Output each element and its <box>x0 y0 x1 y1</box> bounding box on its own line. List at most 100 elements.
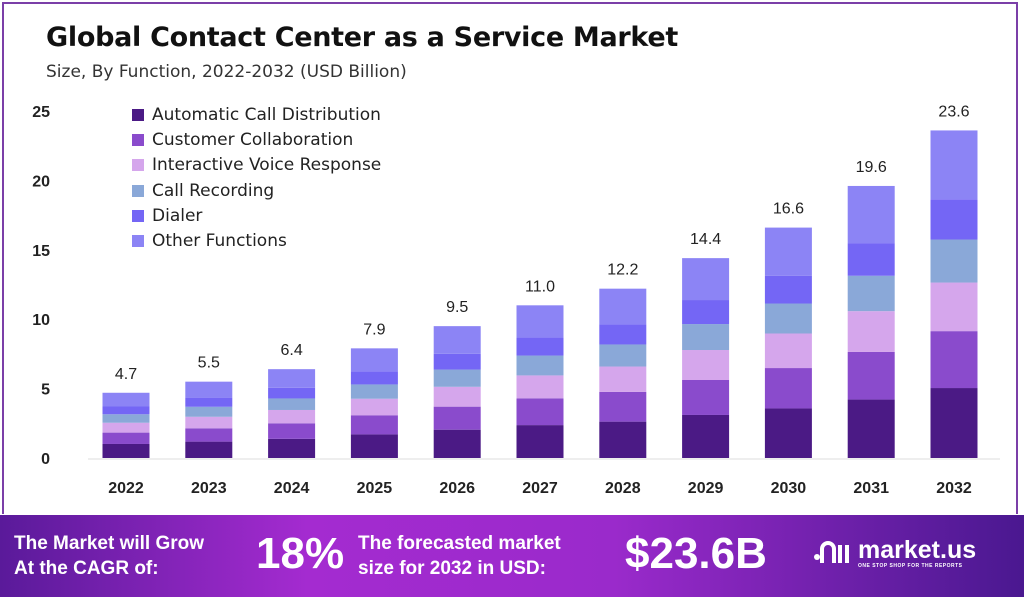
total-data-label: 5.5 <box>198 355 220 372</box>
x-tick-label: 2023 <box>191 480 227 497</box>
total-data-label: 19.6 <box>856 159 887 176</box>
y-tick-label: 10 <box>32 312 50 329</box>
bar-segment-dialer <box>268 387 316 399</box>
total-data-label: 4.7 <box>115 366 137 383</box>
y-tick-label: 0 <box>41 451 50 468</box>
x-tick-label: 2026 <box>439 480 475 497</box>
bar-segment-other-functions <box>599 288 647 325</box>
bar-segment-automatic-call-distribution <box>599 421 647 458</box>
bar-segment-automatic-call-distribution <box>350 434 398 458</box>
y-tick-label: 15 <box>32 243 50 260</box>
legend-item: Interactive Voice Response <box>132 153 381 178</box>
x-tick-label: 2022 <box>108 480 144 497</box>
legend-label: Call Recording <box>152 180 275 201</box>
legend-label: Other Functions <box>152 231 287 252</box>
forecast-value: $23.6B <box>625 529 767 578</box>
bar-segment-call-recording <box>516 355 564 376</box>
total-data-label: 16.6 <box>773 201 804 218</box>
legend-swatch <box>132 235 144 248</box>
x-tick-label: 2030 <box>771 480 807 497</box>
bar-segment-interactive-voice-response <box>433 386 481 407</box>
bar-segment-dialer <box>930 199 978 240</box>
legend-swatch <box>132 184 144 197</box>
bar-segment-call-recording <box>930 239 978 283</box>
bar-segment-call-recording <box>102 414 150 423</box>
bar-segment-dialer <box>682 300 730 325</box>
bar-segment-customer-collaboration <box>350 415 398 435</box>
bar-segment-call-recording <box>599 344 647 367</box>
cagr-text-line2: At the CAGR of: <box>14 558 159 579</box>
bar-segment-automatic-call-distribution <box>764 408 812 458</box>
x-tick-label: 2032 <box>936 480 972 497</box>
y-tick-label: 25 <box>32 104 50 121</box>
x-tick-label: 2029 <box>688 480 724 497</box>
legend: Automatic Call Distribution Customer Coll… <box>132 102 381 254</box>
bar-segment-customer-collaboration <box>764 368 812 409</box>
cagr-text-line1: The Market will Grow <box>14 533 205 554</box>
total-data-label: 7.9 <box>363 321 385 338</box>
bar-segment-dialer <box>599 324 647 345</box>
bar-segment-customer-collaboration <box>930 331 978 389</box>
legend-item: Other Functions <box>132 228 381 253</box>
chart-subtitle: Size, By Function, 2022-2032 (USD Billio… <box>46 62 407 82</box>
cagr-value: 18% <box>256 529 345 578</box>
bar-segment-customer-collaboration <box>516 398 564 426</box>
bar-segment-call-recording <box>764 303 812 334</box>
bar-segment-interactive-voice-response <box>930 282 978 332</box>
bar-segment-other-functions <box>185 381 233 398</box>
bar-segment-interactive-voice-response <box>516 375 564 399</box>
total-data-label: 23.6 <box>938 103 969 120</box>
total-data-label: 6.4 <box>280 342 302 359</box>
x-tick-label: 2025 <box>357 480 393 497</box>
legend-label: Customer Collaboration <box>152 129 354 150</box>
legend-swatch <box>132 209 144 222</box>
bar-segment-customer-collaboration <box>599 391 647 422</box>
logo-icon <box>814 541 849 563</box>
x-tick-label: 2027 <box>522 480 558 497</box>
bar-segment-other-functions <box>268 369 316 388</box>
bar-segment-automatic-call-distribution <box>268 438 316 458</box>
legend-label: Dialer <box>152 205 203 226</box>
bar-segment-dialer <box>516 337 564 356</box>
bar-segment-other-functions <box>764 227 812 276</box>
bar-segment-call-recording <box>682 324 730 351</box>
legend-item: Automatic Call Distribution <box>132 102 381 127</box>
x-tick-label: 2024 <box>274 480 310 497</box>
total-data-label: 12.2 <box>607 262 638 279</box>
stacked-bar-chart: 05101520254.720225.520236.420247.920259.… <box>32 103 1000 497</box>
bar-segment-dialer <box>102 406 150 415</box>
bar-segment-customer-collaboration <box>682 379 730 415</box>
bar-segment-customer-collaboration <box>268 423 316 439</box>
legend-label: Automatic Call Distribution <box>152 104 381 125</box>
bar-segment-interactive-voice-response <box>847 311 895 352</box>
bar-segment-dialer <box>847 243 895 276</box>
bar-segment-automatic-call-distribution <box>102 443 150 458</box>
cagr-text: The Market will Grow At the CAGR of: <box>14 531 204 581</box>
chart-frame <box>2 2 1018 514</box>
bar-segment-call-recording <box>350 384 398 399</box>
bar-segment-automatic-call-distribution <box>847 399 895 458</box>
bar-segment-other-functions <box>350 348 398 372</box>
forecast-text-line2: size for 2032 in USD: <box>358 558 546 579</box>
bar-segment-call-recording <box>185 406 233 417</box>
bar-segment-dialer <box>185 397 233 407</box>
forecast-text-line1: The forecasted market <box>358 533 561 554</box>
legend-item: Customer Collaboration <box>132 127 381 152</box>
bar-segment-automatic-call-distribution <box>682 414 730 458</box>
bar-segment-other-functions <box>930 130 978 200</box>
bar-segment-interactive-voice-response <box>350 398 398 416</box>
bar-segment-other-functions <box>433 326 481 354</box>
bar-segment-other-functions <box>102 392 150 407</box>
y-tick-label: 20 <box>32 173 50 190</box>
bar-segment-automatic-call-distribution <box>185 441 233 458</box>
forecast-text: The forecasted market size for 2032 in U… <box>358 531 561 581</box>
bar-segment-interactive-voice-response <box>764 333 812 369</box>
bar-segment-call-recording <box>847 275 895 312</box>
total-data-label: 9.5 <box>446 299 468 316</box>
logo-name: market.us <box>858 535 977 564</box>
bar-segment-call-recording <box>268 398 316 410</box>
bar-segment-automatic-call-distribution <box>433 429 481 458</box>
bar-segment-other-functions <box>847 185 895 244</box>
bar-segment-dialer <box>433 353 481 370</box>
bar-segment-interactive-voice-response <box>102 422 150 433</box>
